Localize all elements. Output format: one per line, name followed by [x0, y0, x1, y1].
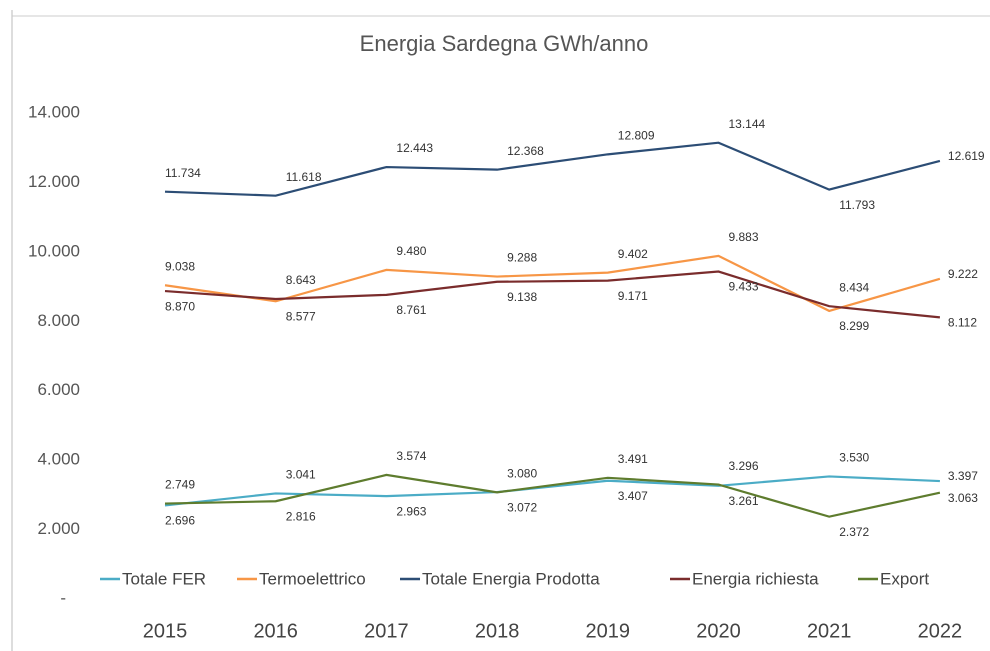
x-tick-label: 2015	[143, 620, 188, 642]
x-tick-label: 2020	[696, 620, 741, 642]
data-label: 3.041	[286, 468, 316, 482]
data-label: 8.577	[286, 309, 316, 323]
data-label: 3.491	[618, 452, 648, 466]
series-line	[164, 475, 940, 507]
data-label: 2.816	[286, 509, 316, 523]
data-label: 11.618	[286, 170, 322, 184]
y-tick-label: 4.000	[37, 450, 80, 469]
y-tick-label: 2.000	[37, 519, 80, 538]
data-label: 9.171	[618, 289, 648, 303]
series-line	[164, 141, 941, 197]
y-tick-label: 14.000	[28, 102, 80, 121]
data-label: 12.443	[396, 141, 433, 155]
x-tick-label: 2018	[475, 620, 520, 642]
data-label: 8.299	[839, 319, 869, 333]
series-line	[164, 254, 941, 313]
x-tick-label: 2019	[586, 620, 631, 642]
data-label: 3.261	[729, 494, 759, 508]
data-label: 3.080	[507, 466, 537, 480]
legend-label: Totale FER	[122, 569, 206, 588]
data-label: 12.619	[948, 149, 985, 163]
y-tick-label: 6.000	[37, 380, 80, 399]
data-label: 9.433	[729, 280, 759, 294]
data-label: 8.112	[948, 316, 977, 330]
chart-title: Energia Sardegna GWh/anno	[360, 31, 649, 56]
data-label: 9.883	[729, 230, 759, 244]
data-label: 3.296	[729, 459, 759, 473]
data-label: 3.407	[618, 489, 648, 503]
x-tick-label: 2021	[807, 620, 852, 642]
data-label: 9.480	[396, 244, 426, 258]
x-tick-label: 2017	[364, 620, 409, 642]
data-label: 8.870	[165, 299, 195, 313]
y-tick-label: 12.000	[28, 172, 80, 191]
data-label: 11.734	[165, 166, 201, 180]
legend-label: Energia richiesta	[692, 569, 819, 588]
data-label: 3.574	[396, 449, 426, 463]
data-label: 9.288	[507, 251, 537, 265]
data-label: 8.434	[839, 280, 869, 294]
legend-label: Export	[880, 569, 929, 588]
data-label: 13.144	[729, 117, 766, 131]
data-label: 2.749	[165, 478, 195, 492]
data-label: 2.372	[839, 525, 869, 539]
y-tick-label: -	[60, 588, 66, 607]
data-label: 11.793	[839, 198, 875, 212]
y-tick-label: 10.000	[28, 241, 80, 260]
legend-label: Termoelettrico	[259, 569, 366, 588]
y-tick-label: 8.000	[37, 311, 80, 330]
data-label: 2.696	[165, 514, 195, 528]
data-label: 9.038	[165, 259, 195, 273]
x-tick-label: 2016	[253, 620, 298, 642]
data-label: 2.963	[396, 504, 426, 518]
data-label: 8.761	[396, 303, 426, 317]
x-tick-label: 2022	[918, 620, 963, 642]
data-label: 3.397	[948, 469, 978, 483]
data-label: 3.063	[948, 491, 978, 505]
data-label: 12.809	[618, 129, 655, 143]
data-label: 9.402	[618, 247, 648, 261]
data-label: 3.530	[839, 451, 869, 465]
data-label: 12.368	[507, 144, 544, 158]
series-line	[164, 270, 941, 319]
data-label: 9.138	[507, 290, 537, 304]
data-label: 9.222	[948, 267, 978, 281]
series-line	[164, 473, 941, 518]
data-label: 8.643	[286, 273, 316, 287]
data-label: 3.072	[507, 501, 537, 515]
legend-label: Totale Energia Prodotta	[422, 569, 600, 588]
